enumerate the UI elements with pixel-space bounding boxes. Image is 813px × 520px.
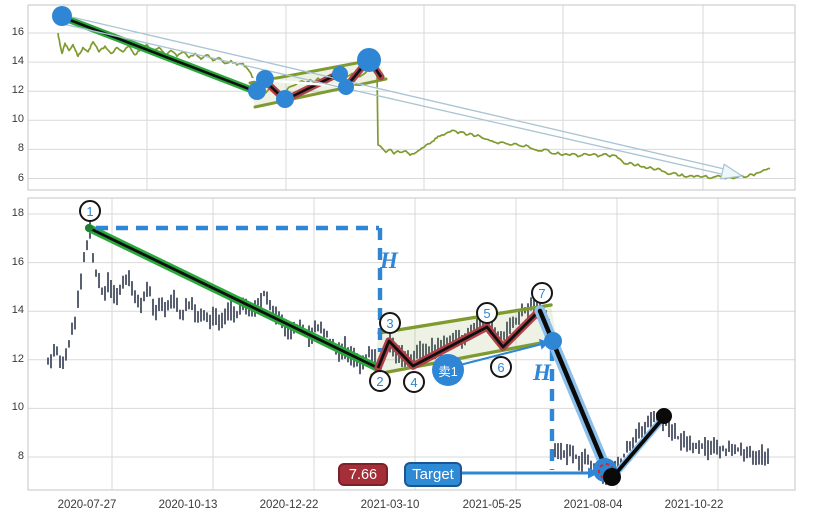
y-axis-tick-label: 14	[11, 304, 24, 317]
y-axis-tick-label: 14	[11, 55, 24, 68]
x-axis-tick-label: 2020-12-22	[259, 499, 319, 511]
pivot-marker-4[interactable]: 4	[403, 371, 425, 393]
y-axis-tick-label: 16	[11, 255, 24, 268]
bottom-trend-line-green[interactable]	[85, 224, 382, 372]
y-axis-tick-label: 18	[11, 207, 24, 219]
y-axis-tick-label: 8	[17, 450, 24, 462]
h-measure-label-1[interactable]: H	[380, 248, 398, 273]
pivot-marker-6[interactable]: 6	[490, 356, 512, 378]
y-axis-tick-label: 12	[11, 84, 24, 97]
x-axis-tick-label: 2021-08-04	[563, 499, 623, 511]
x-axis-tick-label: 2021-05-25	[462, 499, 522, 511]
pivot-marker-5[interactable]: 5	[476, 302, 498, 324]
pivot-dots-bottom[interactable]	[544, 332, 672, 486]
h-measure-label-2[interactable]: H	[533, 360, 551, 385]
x-axis-tick-label: 2021-10-22	[664, 499, 724, 511]
y-axis-tick-label: 16	[11, 26, 24, 38]
pivot-marker-7[interactable]: 7	[531, 282, 553, 304]
y-axis-tick-label: 8	[17, 142, 24, 155]
pivot-marker-2[interactable]: 2	[369, 370, 391, 392]
forecast-arrow[interactable]	[62, 14, 744, 180]
top-trend-line-green[interactable]	[58, 13, 261, 96]
x-axis-tick-label: 2020-10-13	[158, 499, 218, 511]
measure-dash-lines[interactable]	[96, 225, 555, 470]
grid-lines	[27, 4, 796, 191]
y-axis-tick-label: 10	[11, 113, 24, 126]
pivot-marker-1[interactable]: 1	[79, 200, 101, 222]
x-axis-tick-label: 2021-03-10	[360, 499, 420, 511]
x-axis-tick-label: 2020-07-27	[57, 499, 117, 511]
target-price-badge[interactable]: 7.66	[338, 463, 388, 486]
top-pivot-dots[interactable]	[52, 6, 381, 108]
target-label-badge[interactable]: Target	[404, 462, 462, 487]
y-axis-tick-label: 12	[11, 352, 24, 365]
y-axis-tick-label: 6	[17, 171, 24, 184]
sell-signal-badge[interactable]: 卖1	[432, 354, 464, 386]
y-axis-tick-label: 10	[11, 401, 24, 414]
pivot-marker-3[interactable]: 3	[379, 312, 401, 334]
rebound-line[interactable]	[608, 413, 668, 482]
